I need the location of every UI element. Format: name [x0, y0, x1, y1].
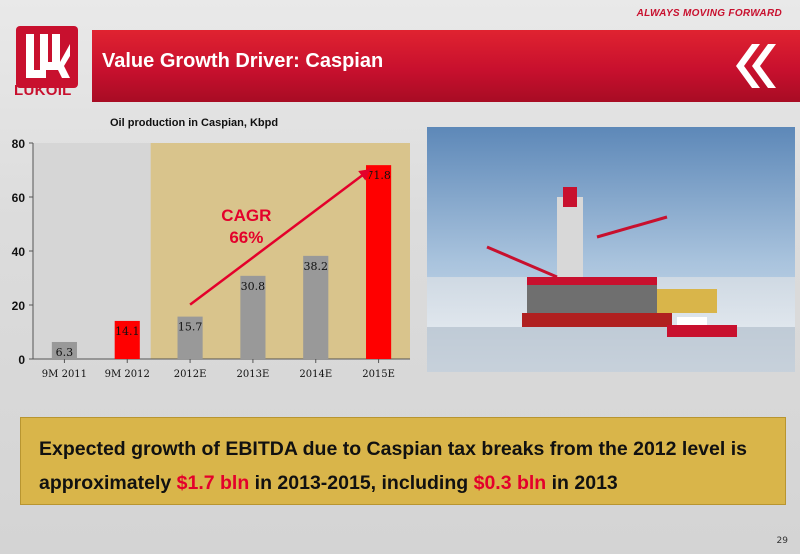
bar-chart: 0 20 40 60 80 6.3 9M 2011 14.1 9M 2012 15.7 2012E 3… — [12, 137, 410, 380]
bar — [240, 275, 266, 359]
bar — [177, 316, 203, 359]
tagline: ALWAYS MOVING FORWARD — [636, 8, 782, 19]
y-tick-label: 60 — [12, 191, 26, 205]
message-part-1: Expected growth of EBITDA due to Caspian… — [39, 438, 747, 494]
y-tick-label: 20 — [12, 299, 26, 313]
cagr-arrow-head — [358, 169, 371, 181]
x-tick-label: 2015E — [362, 369, 395, 380]
cagr-arrow-line — [189, 168, 372, 306]
data-label: 15.7 — [178, 321, 203, 334]
x-tick-label: 2014E — [299, 369, 332, 380]
offshore-platform-photo — [427, 127, 795, 372]
cagr-value: 66% — [229, 228, 263, 247]
data-label: 30.8 — [241, 280, 266, 293]
x-tick-label: 9M 2011 — [42, 369, 87, 380]
data-label: 6.3 — [56, 346, 74, 359]
ebitda-2013-value: $0.3 bln — [473, 472, 547, 494]
bar — [114, 320, 140, 359]
bar — [303, 255, 329, 359]
x-tick-label: 9M 2012 — [105, 369, 150, 380]
page-number: 29 — [776, 536, 788, 546]
x-tick-label: 2013E — [237, 369, 270, 380]
lukoil-logo-icon — [16, 26, 78, 88]
y-tick-label: 40 — [12, 245, 26, 259]
chart-title: Oil production in Caspian, Kbpd — [110, 117, 279, 129]
bar — [366, 165, 392, 359]
logo-name: LUKOIL — [14, 82, 72, 99]
title-bar: Value Growth Driver: Caspian — [92, 30, 800, 102]
double-chevron-left-icon — [736, 44, 776, 88]
ebitda-total-value: $1.7 bln — [176, 472, 250, 494]
data-label: 38.2 — [304, 260, 329, 273]
y-tick-label: 80 — [12, 137, 26, 151]
cagr-label: CAGR — [221, 206, 271, 225]
message-part-2: in 2013-2015, including — [249, 472, 474, 494]
message-part-3: in 2013 — [546, 472, 618, 494]
slide-title: Value Growth Driver: Caspian — [102, 50, 384, 72]
data-label: 71.8 — [366, 169, 391, 182]
y-tick-label: 0 — [18, 353, 25, 367]
ebitda-message: Expected growth of EBITDA due to Caspian… — [20, 417, 786, 505]
data-label: 14.1 — [115, 325, 140, 338]
bar — [51, 341, 77, 359]
x-tick-label: 2012E — [174, 369, 207, 380]
